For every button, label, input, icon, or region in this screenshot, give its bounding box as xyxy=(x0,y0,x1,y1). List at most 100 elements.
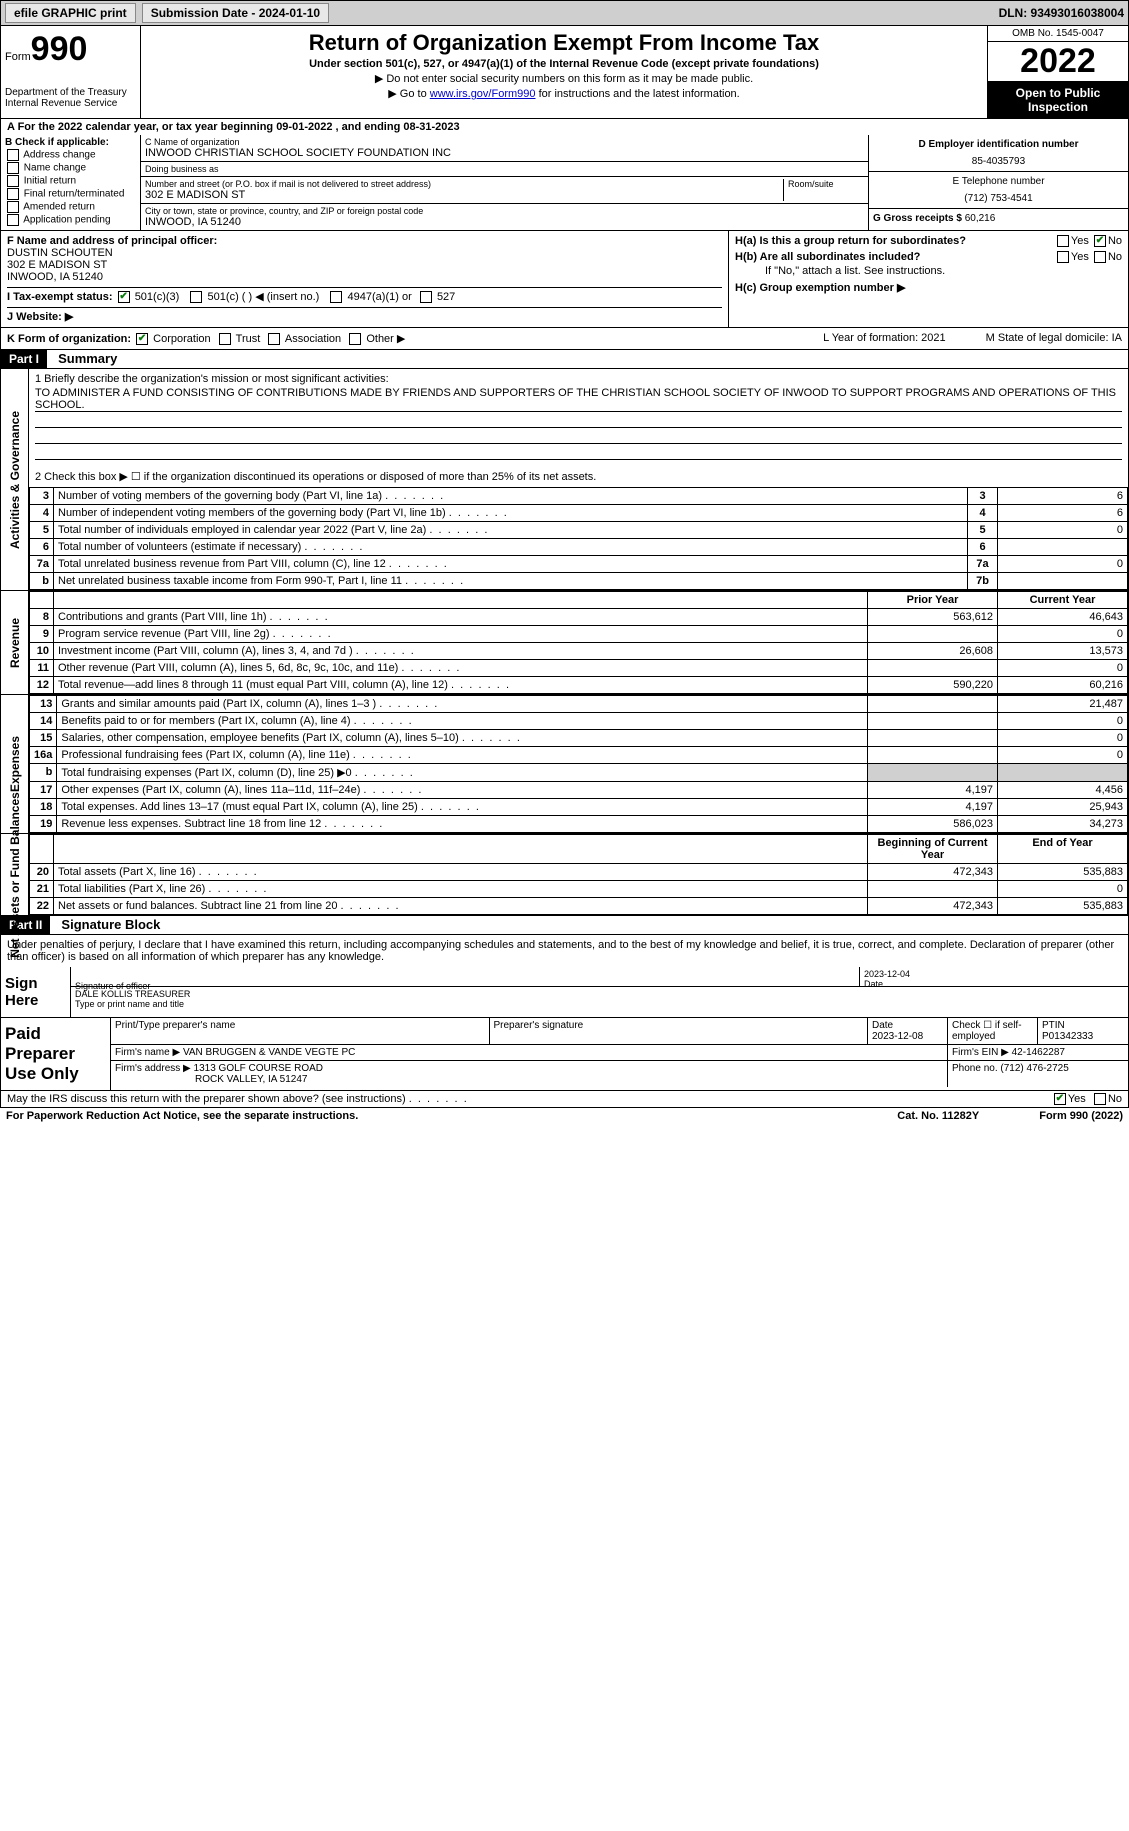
col-c-org-info: C Name of organization INWOOD CHRISTIAN … xyxy=(141,135,868,230)
tax-exempt-label: I Tax-exempt status: xyxy=(7,291,113,303)
cb-trust[interactable] xyxy=(219,333,231,345)
governance-table: 3Number of voting members of the governi… xyxy=(29,487,1128,590)
ein-value: 85-4035793 xyxy=(873,156,1124,167)
cb-501c[interactable] xyxy=(190,291,202,303)
firm-addr: 1313 GOLF COURSE ROAD xyxy=(194,1063,323,1074)
org-name-label: C Name of organization xyxy=(145,137,864,147)
form-header: Form990 Department of the Treasury Inter… xyxy=(0,26,1129,119)
omb-number: OMB No. 1545-0047 xyxy=(988,26,1128,42)
tax-year: 2022 xyxy=(988,42,1128,82)
state-domicile: M State of legal domicile: IA xyxy=(986,332,1122,345)
section-expenses: Expenses 13Grants and similar amounts pa… xyxy=(0,695,1129,834)
sig-date: 2023-12-04 xyxy=(864,969,1124,979)
website-label: J Website: ▶ xyxy=(7,307,722,323)
cb-corp[interactable] xyxy=(136,333,148,345)
officer-label: F Name and address of principal officer: xyxy=(7,235,722,247)
strip-governance: Activities & Governance xyxy=(8,411,22,549)
discuss-row: May the IRS discuss this return with the… xyxy=(0,1091,1129,1108)
submission-date-button[interactable]: Submission Date - 2024-01-10 xyxy=(142,3,329,23)
cb-hb-no[interactable] xyxy=(1094,251,1106,263)
hb-note: If "No," attach a list. See instructions… xyxy=(735,265,1122,277)
irs-link[interactable]: www.irs.gov/Form990 xyxy=(430,88,536,100)
part2-header: Part II Signature Block xyxy=(0,916,1129,935)
line2: 2 Check this box ▶ ☐ if the organization… xyxy=(29,466,1128,487)
city-value: INWOOD, IA 51240 xyxy=(145,216,864,228)
ptin-value: P01342333 xyxy=(1042,1031,1093,1042)
strip-net-assets: Net Assets or Fund Balances xyxy=(8,792,22,958)
firm-city: ROCK VALLEY, IA 51247 xyxy=(195,1074,307,1085)
section-bcde: B Check if applicable: Address change Na… xyxy=(0,135,1129,231)
dept-label: Department of the Treasury xyxy=(5,87,136,98)
officer-addr1: 302 E MADISON ST xyxy=(7,259,722,271)
link-note: ▶ Go to www.irs.gov/Form990 for instruct… xyxy=(147,87,981,100)
mission-text: TO ADMINISTER A FUND CONSISTING OF CONTR… xyxy=(35,387,1122,412)
phone-value: (712) 753-4541 xyxy=(873,193,1124,204)
room-label: Room/suite xyxy=(788,179,864,189)
line1-label: 1 Briefly describe the organization's mi… xyxy=(35,373,1122,385)
firm-name: VAN BRUGGEN & VANDE VEGTE PC xyxy=(183,1047,355,1058)
cb-final-return[interactable]: Final return/terminated xyxy=(5,188,136,200)
sign-here-label: Sign Here xyxy=(1,967,71,1017)
form-ref: Form 990 (2022) xyxy=(1039,1110,1123,1122)
part1-title: Summary xyxy=(50,349,125,368)
cb-initial-return[interactable]: Initial return xyxy=(5,175,136,187)
cb-name-change[interactable]: Name change xyxy=(5,162,136,174)
cb-501c3[interactable] xyxy=(118,291,130,303)
cat-no: Cat. No. 11282Y xyxy=(897,1110,979,1122)
city-label: City or town, state or province, country… xyxy=(145,206,864,216)
cb-other[interactable] xyxy=(349,333,361,345)
paid-preparer-block: Paid Preparer Use Only Print/Type prepar… xyxy=(0,1018,1129,1091)
row-fh: F Name and address of principal officer:… xyxy=(0,231,1129,328)
col-b-checkboxes: B Check if applicable: Address change Na… xyxy=(1,135,141,230)
addr-value: 302 E MADISON ST xyxy=(145,189,779,201)
prep-sig-label: Preparer's signature xyxy=(490,1018,869,1044)
dba-label: Doing business as xyxy=(145,164,864,174)
officer-name-label: Type or print name and title xyxy=(75,999,1124,1009)
form-number: 990 xyxy=(31,30,88,68)
hc-label: H(c) Group exemption number ▶ xyxy=(735,282,905,294)
dln-label: DLN: 93493016038004 xyxy=(999,6,1124,20)
sign-here-block: Sign Here Signature of officer 2023-12-0… xyxy=(0,967,1129,1018)
gross-receipts-value: 60,216 xyxy=(965,213,996,224)
cb-discuss-yes[interactable] xyxy=(1054,1093,1066,1105)
col-de: D Employer identification number 85-4035… xyxy=(868,135,1128,230)
ha-label: H(a) Is this a group return for subordin… xyxy=(735,235,966,247)
cb-amended-return[interactable]: Amended return xyxy=(5,201,136,213)
firm-phone: (712) 476-2725 xyxy=(1000,1063,1068,1074)
paperwork-notice: For Paperwork Reduction Act Notice, see … xyxy=(6,1110,358,1122)
discuss-question: May the IRS discuss this return with the… xyxy=(7,1093,467,1105)
prep-name-label: Print/Type preparer's name xyxy=(111,1018,490,1044)
cb-address-change[interactable]: Address change xyxy=(5,149,136,161)
cb-ha-yes[interactable] xyxy=(1057,235,1069,247)
cb-4947[interactable] xyxy=(330,291,342,303)
col-b-title: B Check if applicable: xyxy=(5,137,136,148)
paid-preparer-label: Paid Preparer Use Only xyxy=(1,1018,111,1090)
cb-application-pending[interactable]: Application pending xyxy=(5,214,136,226)
phone-label: E Telephone number xyxy=(873,176,1124,187)
hb-label: H(b) Are all subordinates included? xyxy=(735,251,920,263)
efile-button[interactable]: efile GRAPHIC print xyxy=(5,3,136,23)
cb-discuss-no[interactable] xyxy=(1094,1093,1106,1105)
footer: For Paperwork Reduction Act Notice, see … xyxy=(0,1108,1129,1124)
ein-label: D Employer identification number xyxy=(873,139,1124,150)
strip-expenses: Expenses xyxy=(8,736,22,792)
public-inspection: Open to Public Inspection xyxy=(988,82,1128,118)
prep-self-employed: Check ☐ if self-employed xyxy=(948,1018,1038,1044)
cb-assoc[interactable] xyxy=(268,333,280,345)
form-label: Form xyxy=(5,51,31,63)
net-assets-table: Beginning of Current YearEnd of Year20To… xyxy=(29,834,1128,915)
cb-527[interactable] xyxy=(420,291,432,303)
irs-label: Internal Revenue Service xyxy=(5,98,136,109)
officer-print-name: DALE KOLLIS TREASURER xyxy=(75,989,1124,999)
row-a-tax-year: A For the 2022 calendar year, or tax yea… xyxy=(0,119,1129,135)
part2-title: Signature Block xyxy=(53,915,168,934)
gross-receipts-label: G Gross receipts $ xyxy=(873,213,962,224)
addr-label: Number and street (or P.O. box if mail i… xyxy=(145,179,779,189)
row-klm: K Form of organization: Corporation Trus… xyxy=(0,328,1129,350)
prep-date: 2023-12-08 xyxy=(872,1031,923,1042)
top-bar: efile GRAPHIC print Submission Date - 20… xyxy=(0,0,1129,26)
cb-ha-no[interactable] xyxy=(1094,235,1106,247)
section-revenue: Revenue Prior YearCurrent Year8Contribut… xyxy=(0,591,1129,695)
cb-hb-yes[interactable] xyxy=(1057,251,1069,263)
form-subtitle: Under section 501(c), 527, or 4947(a)(1)… xyxy=(147,58,981,70)
